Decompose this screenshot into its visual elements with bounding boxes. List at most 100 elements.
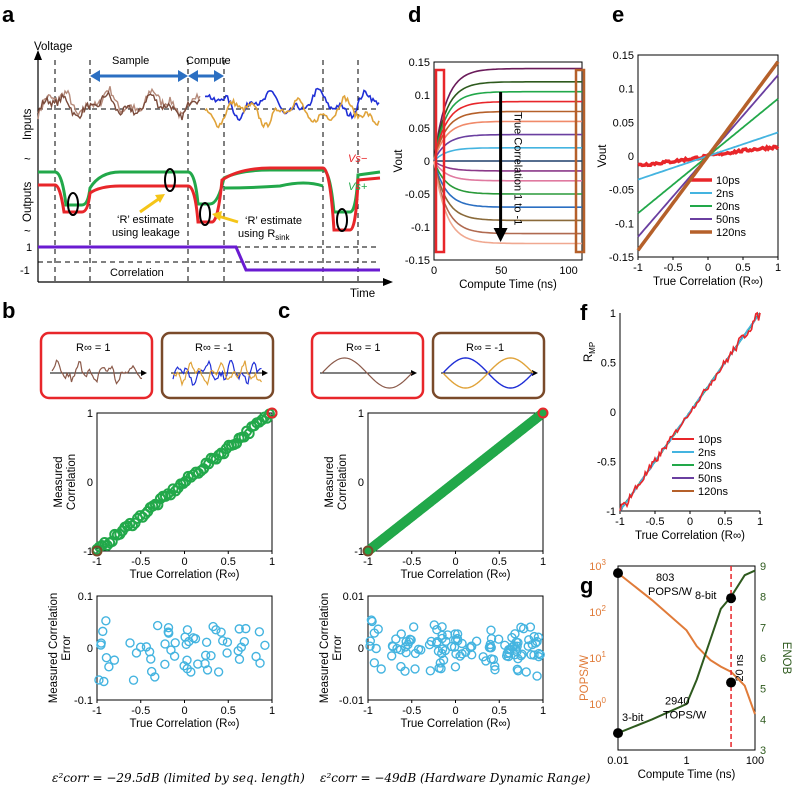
d-xlabel: Compute Time (ns) bbox=[459, 279, 557, 291]
f-xlabel: True Correlation (R∞) bbox=[635, 530, 745, 542]
sample-label: Sample bbox=[112, 55, 149, 67]
b_bot-point bbox=[206, 650, 216, 661]
d-ytick-label-6: -0.15 bbox=[405, 255, 430, 267]
f-legend-label-0: 10ps bbox=[698, 434, 722, 446]
d-arrow-head bbox=[493, 228, 508, 242]
panel-label-f: f bbox=[580, 300, 588, 325]
corr-tick-neg1: -1 bbox=[20, 265, 30, 277]
b_top-point bbox=[170, 485, 182, 497]
d-series-line bbox=[433, 67, 582, 162]
e-ytick-label-6: -0.15 bbox=[609, 252, 634, 264]
c_top-ytick-label-2: -1 bbox=[354, 546, 364, 558]
g-yleft-base-3: 10 bbox=[589, 699, 601, 711]
b_top-ytick-label-2: -1 bbox=[83, 546, 93, 558]
c_top-ylabel-2: Correlation bbox=[337, 454, 349, 510]
d-series-line bbox=[433, 160, 582, 235]
c_bot-point bbox=[410, 664, 420, 674]
c_bot-point bbox=[429, 620, 439, 630]
b_top-xlabel: True Correlation (R∞) bbox=[129, 569, 239, 581]
f-ytick-label-1: 0.5 bbox=[601, 358, 616, 370]
d-annotation: True Correlation 1 to -1 bbox=[512, 112, 524, 225]
c_bot-point bbox=[416, 645, 426, 655]
b_top-xtick-label-2: 0 bbox=[181, 556, 187, 568]
inset-b-right-label: R∞ = -1 bbox=[195, 342, 233, 354]
inset-c-right-box bbox=[431, 331, 546, 400]
outputs-label: Outputs bbox=[22, 181, 34, 222]
g-yleft-exp-2: 1 bbox=[602, 650, 607, 659]
d-series-line bbox=[433, 120, 582, 162]
inset-b-right-wave-yellow bbox=[172, 360, 262, 387]
b_bot-point bbox=[150, 672, 160, 682]
c_bot-point bbox=[391, 634, 401, 644]
d-early-window bbox=[434, 68, 446, 254]
c_bot-ylabel-2: Error bbox=[332, 635, 344, 661]
f-ytick-label-3: -0.5 bbox=[597, 457, 616, 469]
g-yleft-base-2: 10 bbox=[589, 653, 601, 665]
inset-c: R∞ = 1 R∞ = -1 bbox=[310, 331, 546, 400]
b_bot-point bbox=[125, 638, 135, 648]
estimate-oval-4 bbox=[336, 208, 348, 232]
b_bot-xtick-label-4: 1 bbox=[269, 705, 275, 717]
inset-c-right-label: R∞ = -1 bbox=[466, 342, 504, 354]
b_bot-point bbox=[163, 627, 173, 637]
b_top-xtick-label-1: -0.5 bbox=[131, 556, 150, 568]
c_bot-point bbox=[369, 628, 380, 638]
estimate-oval-1 bbox=[67, 192, 79, 216]
g-marker-label-2a: 2940 bbox=[665, 696, 689, 708]
c_bot-xtick-label-4: 1 bbox=[540, 705, 546, 717]
b_bot-point bbox=[255, 658, 265, 668]
c_bot-xtick-label-1: -0.5 bbox=[402, 705, 421, 717]
b_bot-point bbox=[193, 659, 203, 669]
c_bot-ytick-label-1: 0 bbox=[358, 643, 364, 655]
d-series-line bbox=[433, 133, 582, 162]
e-ytick-label-3: 0 bbox=[628, 151, 634, 163]
b_bot-point bbox=[104, 662, 114, 672]
inset-c-right-axis-head bbox=[532, 370, 538, 376]
inset-b-left-label: R∞ = 1 bbox=[76, 342, 110, 354]
g-marker-label-0a: 803 bbox=[656, 572, 674, 584]
b_bot-xlabel: True Correlation (R∞) bbox=[129, 718, 239, 730]
footer-c: ε²corr = −49dB (Hardware Dynamic Range) bbox=[320, 771, 591, 785]
g-yright-label-2: 7 bbox=[760, 622, 766, 634]
e-xtick-label-3: 0.5 bbox=[735, 262, 750, 274]
compute-arrow-left-head bbox=[188, 70, 198, 82]
d-xtick-label-0: 0 bbox=[431, 265, 437, 277]
g-marker-label-0b: POPS/W bbox=[648, 586, 693, 598]
g-xtick-label-2: 100 bbox=[746, 755, 764, 767]
c_bot-point bbox=[365, 636, 376, 646]
panel-a-xlabel: Time bbox=[350, 288, 375, 300]
b_top-xtick-label-4: 1 bbox=[269, 556, 275, 568]
b_top-point bbox=[124, 517, 136, 529]
f-legend-label-3: 50ns bbox=[698, 473, 722, 485]
c_bot-point bbox=[510, 629, 520, 639]
leak-arrow bbox=[139, 196, 161, 214]
b_bot-point bbox=[222, 648, 232, 658]
b_bot-point bbox=[96, 638, 106, 648]
b_bot-point bbox=[160, 659, 170, 670]
c_bot-point bbox=[523, 641, 533, 651]
c_bot-point bbox=[435, 658, 445, 668]
b_top-point bbox=[127, 520, 139, 532]
panel-label-e: e bbox=[612, 2, 624, 27]
c_bot-xtick-label-2: 0 bbox=[452, 705, 458, 717]
inset-c-right-wave-yellow bbox=[442, 357, 534, 389]
g-vline-label: 20 ns bbox=[734, 654, 746, 681]
g-yright-label-0: 9 bbox=[760, 561, 766, 573]
estimate-oval-3 bbox=[199, 202, 211, 226]
e-legend-label-2: 20ns bbox=[716, 201, 740, 213]
break-mark-2: ~ bbox=[24, 226, 31, 238]
b_bot-point bbox=[109, 655, 120, 665]
sample-arrow-right-head bbox=[178, 70, 188, 82]
b_bot-point bbox=[99, 676, 109, 687]
inputs-label: Inputs bbox=[22, 108, 34, 140]
c_bot-point bbox=[486, 625, 496, 635]
b_bot-point bbox=[213, 667, 224, 677]
c_top-ylabel-1: Measured bbox=[324, 456, 336, 507]
c_bot-point bbox=[432, 638, 442, 648]
d-series-line bbox=[433, 100, 582, 162]
footer-b: ε²corr = −29.5dB (limited by seq. length… bbox=[52, 771, 305, 785]
f-ytick-label-4: -1 bbox=[606, 506, 616, 518]
c_bot-point bbox=[436, 663, 446, 674]
c_bot-point bbox=[437, 630, 447, 640]
c_bot-point bbox=[521, 667, 531, 677]
